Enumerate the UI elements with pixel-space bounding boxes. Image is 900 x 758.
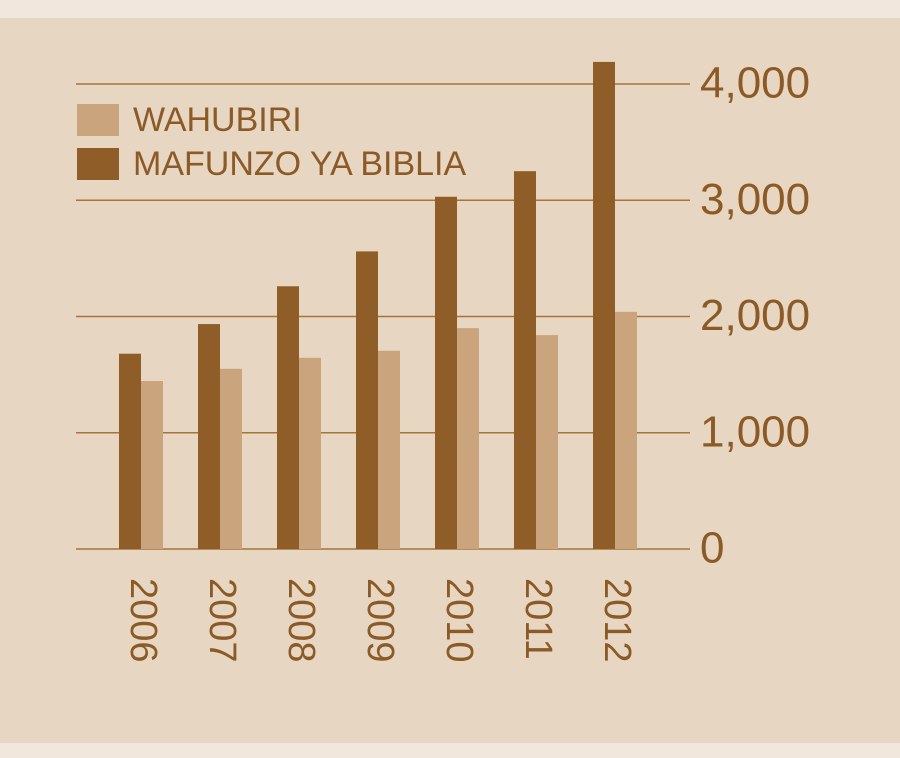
bar (457, 328, 479, 549)
x-tick-label: 2012 (596, 578, 638, 663)
x-tick-label: 2010 (438, 578, 480, 663)
y-tick-label: 3,000 (700, 175, 810, 224)
y-tick-label: 4,000 (700, 59, 810, 108)
bar (141, 381, 163, 549)
bar (593, 61, 615, 549)
legend-label: WAHUBIRI (133, 101, 302, 139)
bar (536, 335, 558, 549)
x-tick-label: 2011 (517, 578, 559, 660)
y-tick-label: 1,000 (700, 407, 810, 456)
y-tick-label: 2,000 (700, 291, 810, 340)
bar (277, 286, 299, 549)
legend-swatch (77, 104, 119, 136)
bar (119, 353, 141, 549)
bar (198, 324, 220, 549)
legend-label: MAFUNZO YA BIBLIA (133, 145, 466, 183)
y-tick-label: 0 (700, 524, 724, 573)
x-tick-label: 2008 (280, 578, 322, 663)
x-tick-label: 2009 (359, 578, 401, 663)
bar (356, 251, 378, 549)
bar (514, 171, 536, 549)
bar (299, 357, 321, 549)
legend-swatch (77, 148, 119, 180)
x-tick-label: 2007 (201, 578, 243, 663)
bar (435, 196, 457, 549)
bar (220, 368, 242, 549)
x-tick-label: 2006 (122, 578, 164, 663)
bar (378, 350, 400, 549)
bar (615, 311, 637, 549)
